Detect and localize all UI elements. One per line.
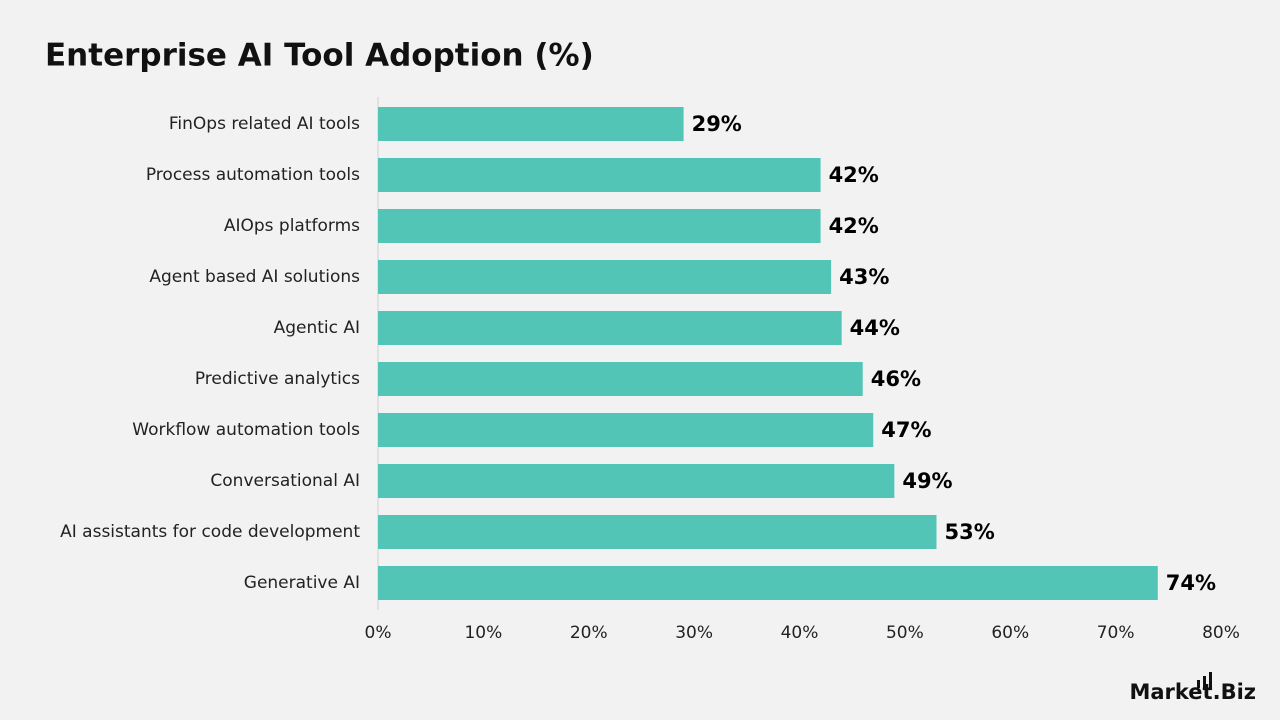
y-tick-label: AIOps platforms <box>224 216 360 236</box>
x-tick-label: 70% <box>1097 623 1135 643</box>
x-tick-label: 80% <box>1202 623 1240 643</box>
bar <box>378 362 863 396</box>
y-tick-label: Conversational AI <box>210 471 360 491</box>
chart-title: Enterprise AI Tool Adoption (%) <box>45 38 594 74</box>
value-label: 42% <box>829 214 879 238</box>
value-label: 46% <box>871 367 921 391</box>
y-tick-label: Predictive analytics <box>195 369 360 389</box>
x-tick-label: 10% <box>464 623 502 643</box>
bar <box>378 158 821 192</box>
x-tick-label: 30% <box>675 623 713 643</box>
y-tick-label: FinOps related AI tools <box>169 114 360 134</box>
y-tick-label: Agentic AI <box>274 318 360 338</box>
logo-icon <box>1209 672 1212 688</box>
bar <box>378 209 821 243</box>
logo-icon <box>1203 676 1206 688</box>
value-label: 74% <box>1166 571 1216 595</box>
x-tick-label: 20% <box>570 623 608 643</box>
y-tick-label: Workflow automation tools <box>132 420 360 440</box>
bar <box>378 260 832 294</box>
value-label: 42% <box>829 163 879 187</box>
bar <box>378 413 874 447</box>
y-tick-label: Process automation tools <box>146 165 360 185</box>
bar <box>378 464 895 498</box>
y-tick-label: AI assistants for code development <box>60 522 360 542</box>
bar <box>378 311 842 345</box>
x-tick-label: 50% <box>886 623 924 643</box>
value-label: 47% <box>881 418 931 442</box>
x-tick-label: 60% <box>991 623 1029 643</box>
logo-icon <box>1197 680 1200 688</box>
logo: Market.Biz <box>1129 672 1256 704</box>
y-tick-label: Agent based AI solutions <box>149 267 360 287</box>
bar <box>378 566 1158 600</box>
value-label: 29% <box>692 112 742 136</box>
bar <box>378 107 684 141</box>
x-tick-label: 40% <box>781 623 819 643</box>
bar <box>378 515 937 549</box>
value-label: 44% <box>850 316 900 340</box>
x-tick-label: 0% <box>365 623 392 643</box>
y-tick-label: Generative AI <box>244 573 360 593</box>
value-label: 49% <box>902 469 952 493</box>
value-label: 53% <box>944 520 994 544</box>
logo-text: Market.Biz <box>1129 680 1256 704</box>
value-label: 43% <box>839 265 889 289</box>
